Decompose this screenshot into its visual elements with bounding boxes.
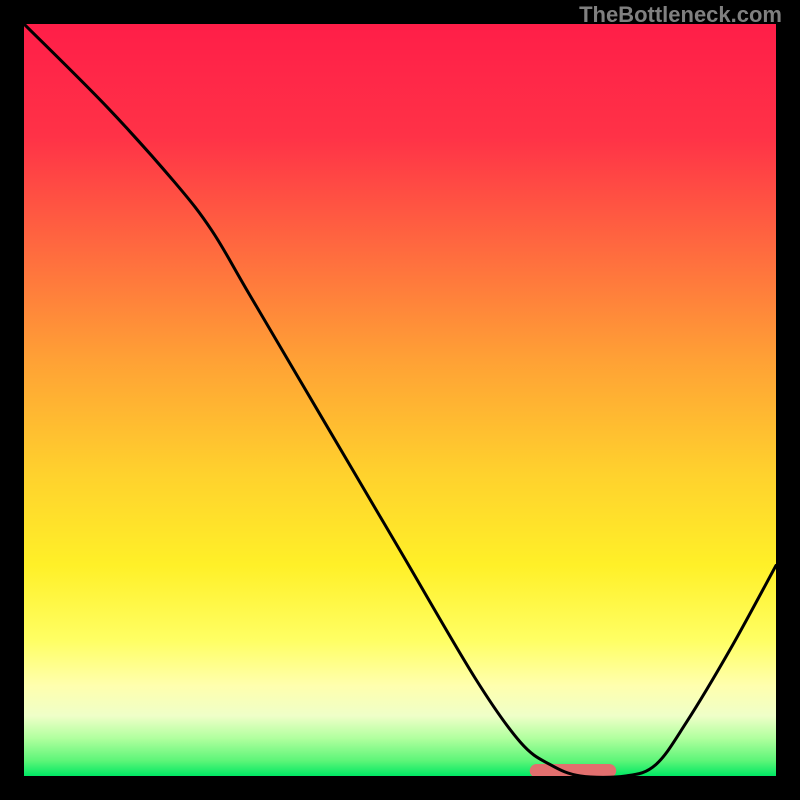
bottleneck-chart — [24, 24, 776, 776]
watermark-text: TheBottleneck.com — [579, 2, 782, 28]
gradient-background — [24, 24, 776, 776]
